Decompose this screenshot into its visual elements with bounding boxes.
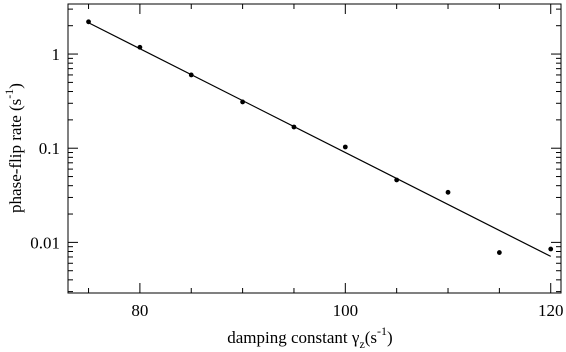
x-axis-label: damping constant γz(s-1) [227,324,392,351]
x-tick-label: 120 [538,301,564,320]
x-tick-label: 80 [131,301,148,320]
axis-ticks [68,4,561,293]
fit-line [88,22,551,257]
tick-labels: 80 100 120 0.01 0.1 1 [30,45,563,320]
series-layer [86,19,554,257]
data-point [548,246,554,252]
data-point [496,250,502,255]
y-tick-label: 0.1 [39,139,60,158]
y-tick-label: 1 [52,45,61,64]
data-point [342,144,348,150]
data-point [445,189,451,195]
y-axis-label: phase-flip rate (s-1) [2,83,25,213]
x-tick-label: 100 [333,301,359,320]
y-tick-label: 0.01 [30,233,60,252]
